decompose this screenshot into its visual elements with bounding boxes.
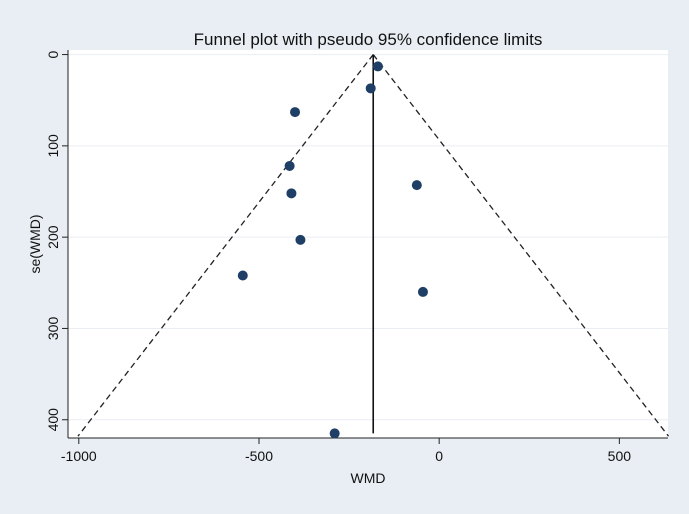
x-tick-label: 500: [608, 448, 632, 464]
data-point: [417, 286, 428, 297]
data-point: [365, 83, 376, 94]
x-tick-label: -1000: [61, 448, 97, 464]
x-axis-label: WMD: [351, 470, 386, 486]
funnel-lines: [77, 54, 669, 437]
chart-title: Funnel plot with pseudo 95% confidence l…: [194, 30, 543, 49]
y-axis-label: se(WMD): [27, 214, 43, 273]
lower-confidence-limit: [77, 54, 374, 437]
plot-area: [68, 50, 668, 438]
y-tick-label: 400: [45, 408, 61, 432]
data-point: [372, 61, 383, 72]
data-point: [411, 180, 422, 191]
data-point: [284, 160, 295, 171]
axes: [67, 50, 668, 439]
y-ticks: 0 100 200 300 400: [45, 50, 68, 431]
upper-confidence-limit: [372, 54, 669, 437]
y-tick-label: 200: [45, 225, 61, 249]
data-point: [237, 270, 248, 281]
data-point: [286, 188, 297, 199]
y-tick-label: 100: [45, 134, 61, 158]
x-tick-label: 0: [435, 448, 443, 464]
grid-lines: [68, 54, 668, 421]
data-point: [329, 428, 340, 439]
y-tick-label: 0: [45, 50, 61, 58]
data-point: [295, 234, 306, 245]
data-points: [237, 61, 428, 439]
x-ticks: -1000 -500 0 500: [61, 438, 631, 464]
data-point: [290, 107, 301, 118]
y-tick-label: 300: [45, 317, 61, 341]
x-tick-label: -500: [245, 448, 273, 464]
